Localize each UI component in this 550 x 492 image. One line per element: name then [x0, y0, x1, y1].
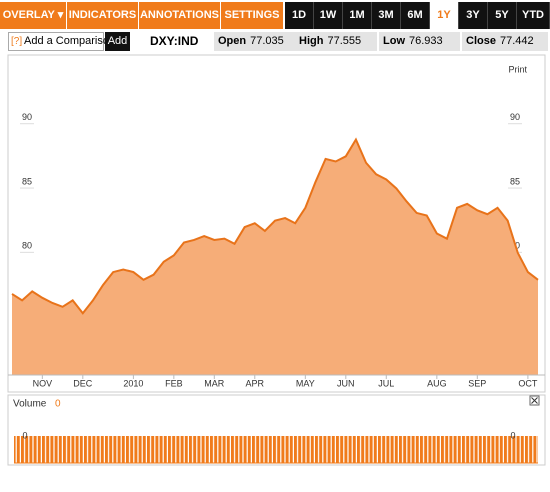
field-label: Open [218, 35, 247, 47]
comparison-box[interactable] [8, 32, 104, 51]
quote-field: Low 76.933 [379, 32, 460, 51]
range-button[interactable]: 1M [343, 2, 372, 29]
y-tick-label: 90 [22, 112, 32, 122]
menu-button[interactable]: SETTINGS [221, 2, 284, 29]
x-tick-label: MAR [204, 378, 225, 388]
range-button[interactable]: 6M [401, 2, 430, 29]
field-value: 77.442 [499, 35, 534, 47]
quote-field: High 77.555 [295, 32, 377, 51]
area [12, 139, 538, 375]
field-value: 77.035 [250, 35, 284, 47]
comparison-input[interactable]: Add a Comparison [24, 35, 116, 47]
add-button[interactable]: Add [105, 32, 130, 51]
print-link[interactable]: Print [508, 64, 527, 74]
x-tick-label: OCT [518, 378, 538, 388]
field-value: 77.555 [327, 35, 362, 47]
help-icon[interactable]: [?] [11, 36, 23, 47]
field-value: 76.933 [409, 35, 443, 47]
quote-field: Open 77.035 [214, 32, 295, 51]
y-tick-label: 90 [510, 112, 520, 122]
menu-button[interactable]: INDICATORS [67, 2, 139, 29]
field-label: Low [383, 35, 405, 47]
volume-title: Volume [13, 399, 47, 410]
range-button[interactable]: 1W [314, 2, 343, 29]
field-label: High [299, 35, 324, 47]
x-tick-label: JUN [337, 378, 355, 388]
symbol: DXY:IND [150, 34, 199, 48]
field-label: Close [466, 35, 496, 47]
volume-tick-label: 0 [22, 430, 27, 440]
menu-button[interactable]: OVERLAY [0, 2, 67, 29]
range-button[interactable]: YTD [517, 2, 550, 29]
x-tick-label: 2010 [123, 378, 143, 388]
range-button[interactable]: 1Y [430, 2, 459, 29]
x-tick-label: DEC [73, 378, 93, 388]
quote-field: Close 77.442 [462, 32, 548, 51]
line [11, 137, 539, 315]
close-icon [531, 397, 538, 404]
x-tick-label: MAY [296, 378, 315, 388]
y-tick-label: 85 [22, 176, 32, 186]
x-tick-label: AUG [427, 378, 447, 388]
menu-button[interactable]: ANNOTATIONS [139, 2, 221, 29]
x-tick-label: FEB [165, 378, 183, 388]
volume-bars [14, 436, 538, 463]
x-tick-label: SEP [468, 378, 486, 388]
y-tick-label: 85 [510, 176, 520, 186]
range-button[interactable]: 1D [285, 2, 314, 29]
range-button[interactable]: 5Y [488, 2, 517, 29]
y-tick-label: 80 [22, 241, 32, 251]
x-tick-label: NOV [33, 378, 53, 388]
volume-tick-label: 0 [510, 430, 515, 440]
range-button[interactable]: 3Y [459, 2, 488, 29]
x-tick-label: JUL [378, 378, 394, 388]
x-tick-label: APR [246, 378, 265, 388]
volume-indicator: 0 [55, 399, 61, 410]
range-button[interactable]: 3M [372, 2, 401, 29]
